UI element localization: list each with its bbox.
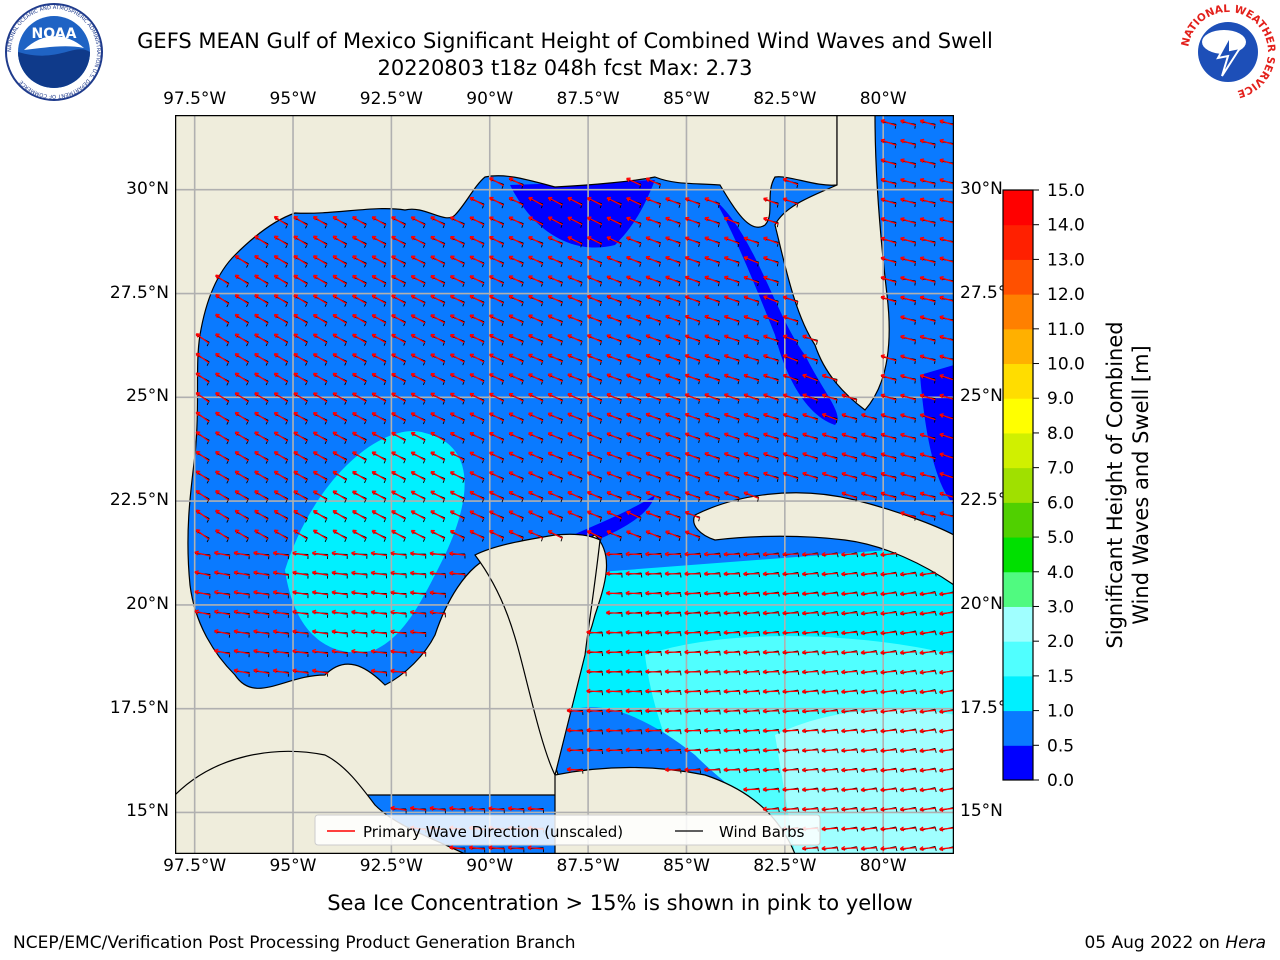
footer-host: Hera [1225,933,1266,953]
wave-field-north-gulf-low [510,180,655,248]
lat-label-right: 25°N [960,386,1003,407]
colorbar-tick-label: 12.0 [1047,285,1085,305]
colorbar-tick-label: 7.0 [1047,459,1074,479]
lon-label-top: 90°W [466,89,514,109]
lon-label-bottom: 87.5°W [556,856,620,876]
colorbar-label-line2: Wind Waves and Swell [m] [1129,345,1153,625]
colorbar-segment [1003,467,1033,503]
lon-label-bottom: 92.5°W [359,856,423,876]
nws-logo: NATIONAL WEATHER SERVICE [1179,3,1277,100]
colorbar-tick-label: 6.0 [1047,493,1074,513]
colorbar-tick-label: 3.0 [1047,597,1074,617]
colorbar-tick-label: 4.0 [1047,563,1074,583]
lon-label-top: 82.5°W [753,89,817,109]
lon-label-top: 92.5°W [359,89,423,109]
colorbar-tick-label: 5.0 [1047,528,1074,548]
footer-branch: NCEP/EMC/Verification Post Processing Pr… [13,933,576,953]
colorbar-label-line1: Significant Height of Combined [1103,321,1127,649]
colorbar-segment [1003,294,1033,330]
colorbar-segment [1003,537,1033,573]
colorbar-segment [1003,745,1033,781]
colorbar-segment [1003,606,1033,642]
lon-label-top: 85°W [662,89,710,109]
lat-label-right: 30°N [960,178,1003,199]
lon-label-bottom: 82.5°W [753,856,817,876]
colorbar-tick-label: 14.0 [1047,216,1085,236]
colorbar-tick-label: 0.5 [1047,736,1074,756]
wave-field-east-gulf-coast-low [715,200,838,425]
colorbar-segment [1003,363,1033,399]
footer-date: 05 Aug 2022 on Hera [1084,933,1266,953]
colorbar-tick-label: 8.0 [1047,424,1074,444]
colorbar-segment [1003,571,1033,607]
noaa-logo-text: NOAA [32,26,77,42]
colorbar-tick-label: 0.0 [1047,771,1074,790]
colorbar-tick-label: 9.0 [1047,389,1074,409]
chart-title: GEFS MEAN Gulf of Mexico Significant Hei… [137,29,993,53]
colorbar-tick-label: 1.5 [1047,667,1074,687]
wave-field-bay-of-campeche [285,431,465,653]
lat-label-left: 30°N [126,178,169,199]
legend-wave-label: Primary Wave Direction (unscaled) [363,823,623,841]
lon-label-bottom: 90°W [466,856,514,876]
lat-label-right: 15°N [960,801,1003,822]
wave-field-bahamas-low [920,365,954,505]
colorbar-tick-label: 11.0 [1047,320,1085,340]
colorbar-segment [1003,328,1033,365]
colorbar-segment [1003,398,1033,434]
lon-label-top: 97.5°W [163,89,227,109]
lat-label-left: 17.5°N [109,697,169,718]
wave-height-map: Primary Wave Direction (unscaled) Wind B… [175,115,954,854]
lat-label-right: 20°N [960,593,1003,614]
colorbar-segment [1003,224,1033,260]
lon-label-top: 95°W [269,89,317,109]
colorbar-tick-label: 1.0 [1047,702,1074,722]
colorbar-tick-label: 15.0 [1047,181,1085,201]
colorbar-tick-label: 13.0 [1047,250,1085,270]
lon-label-bottom: 85°W [662,856,710,876]
land-cuba [693,492,954,586]
footer-date-text: 05 Aug 2022 on [1084,933,1226,953]
land-masses [175,115,954,854]
map-legend: Primary Wave Direction (unscaled) Wind B… [314,814,821,846]
colorbar-tick-label: 10.0 [1047,355,1085,375]
graticule [175,115,954,854]
colorbar: 0.0 0.5 1.0 1.5 2.0 3.0 4.0 5.0 6.0 7.0 8.0 9.0 10.0… [1002,181,1085,790]
colorbar-border [1002,189,1034,781]
lat-label-left: 20°N [126,593,169,614]
lon-label-top: 80°W [859,89,907,109]
colorbar-segment [1003,502,1033,538]
colorbar-segment [1003,432,1033,469]
lon-label-bottom: 80°W [859,856,907,876]
wave-and-wind-vectors [194,119,954,853]
lon-label-bottom: 95°W [269,856,317,876]
wave-field-yucatan-coast-low [445,495,655,645]
chart-subtitle: 20220803 t18z 048h fcst Max: 2.73 [377,56,753,80]
noaa-logo: NOAA NATIONAL OCEANIC AND ATMOSPHERIC AD… [5,3,103,101]
colorbar-label: Significant Height of Combined Wind Wave… [1102,321,1154,648]
colorbar-segment [1003,675,1033,712]
lat-label-left: 25°N [126,386,169,407]
lon-label-bottom: 97.5°W [163,856,227,876]
lat-label-left: 22.5°N [109,490,169,511]
wave-direction-arrows [194,119,954,852]
colorbar-segment [1003,259,1033,295]
lon-label-top: 87.5°W [556,89,620,109]
lat-label-left: 15°N [126,801,169,822]
lat-label-left: 27.5°N [109,282,169,303]
colorbar-segment [1003,641,1033,677]
colorbar-segment [1003,190,1033,226]
legend-barb-label: Wind Barbs [719,823,805,841]
sea-ice-caption: Sea Ice Concentration > 15% is shown in … [327,891,913,915]
colorbar-segment [1003,710,1033,746]
colorbar-tick-label: 2.0 [1047,632,1074,652]
